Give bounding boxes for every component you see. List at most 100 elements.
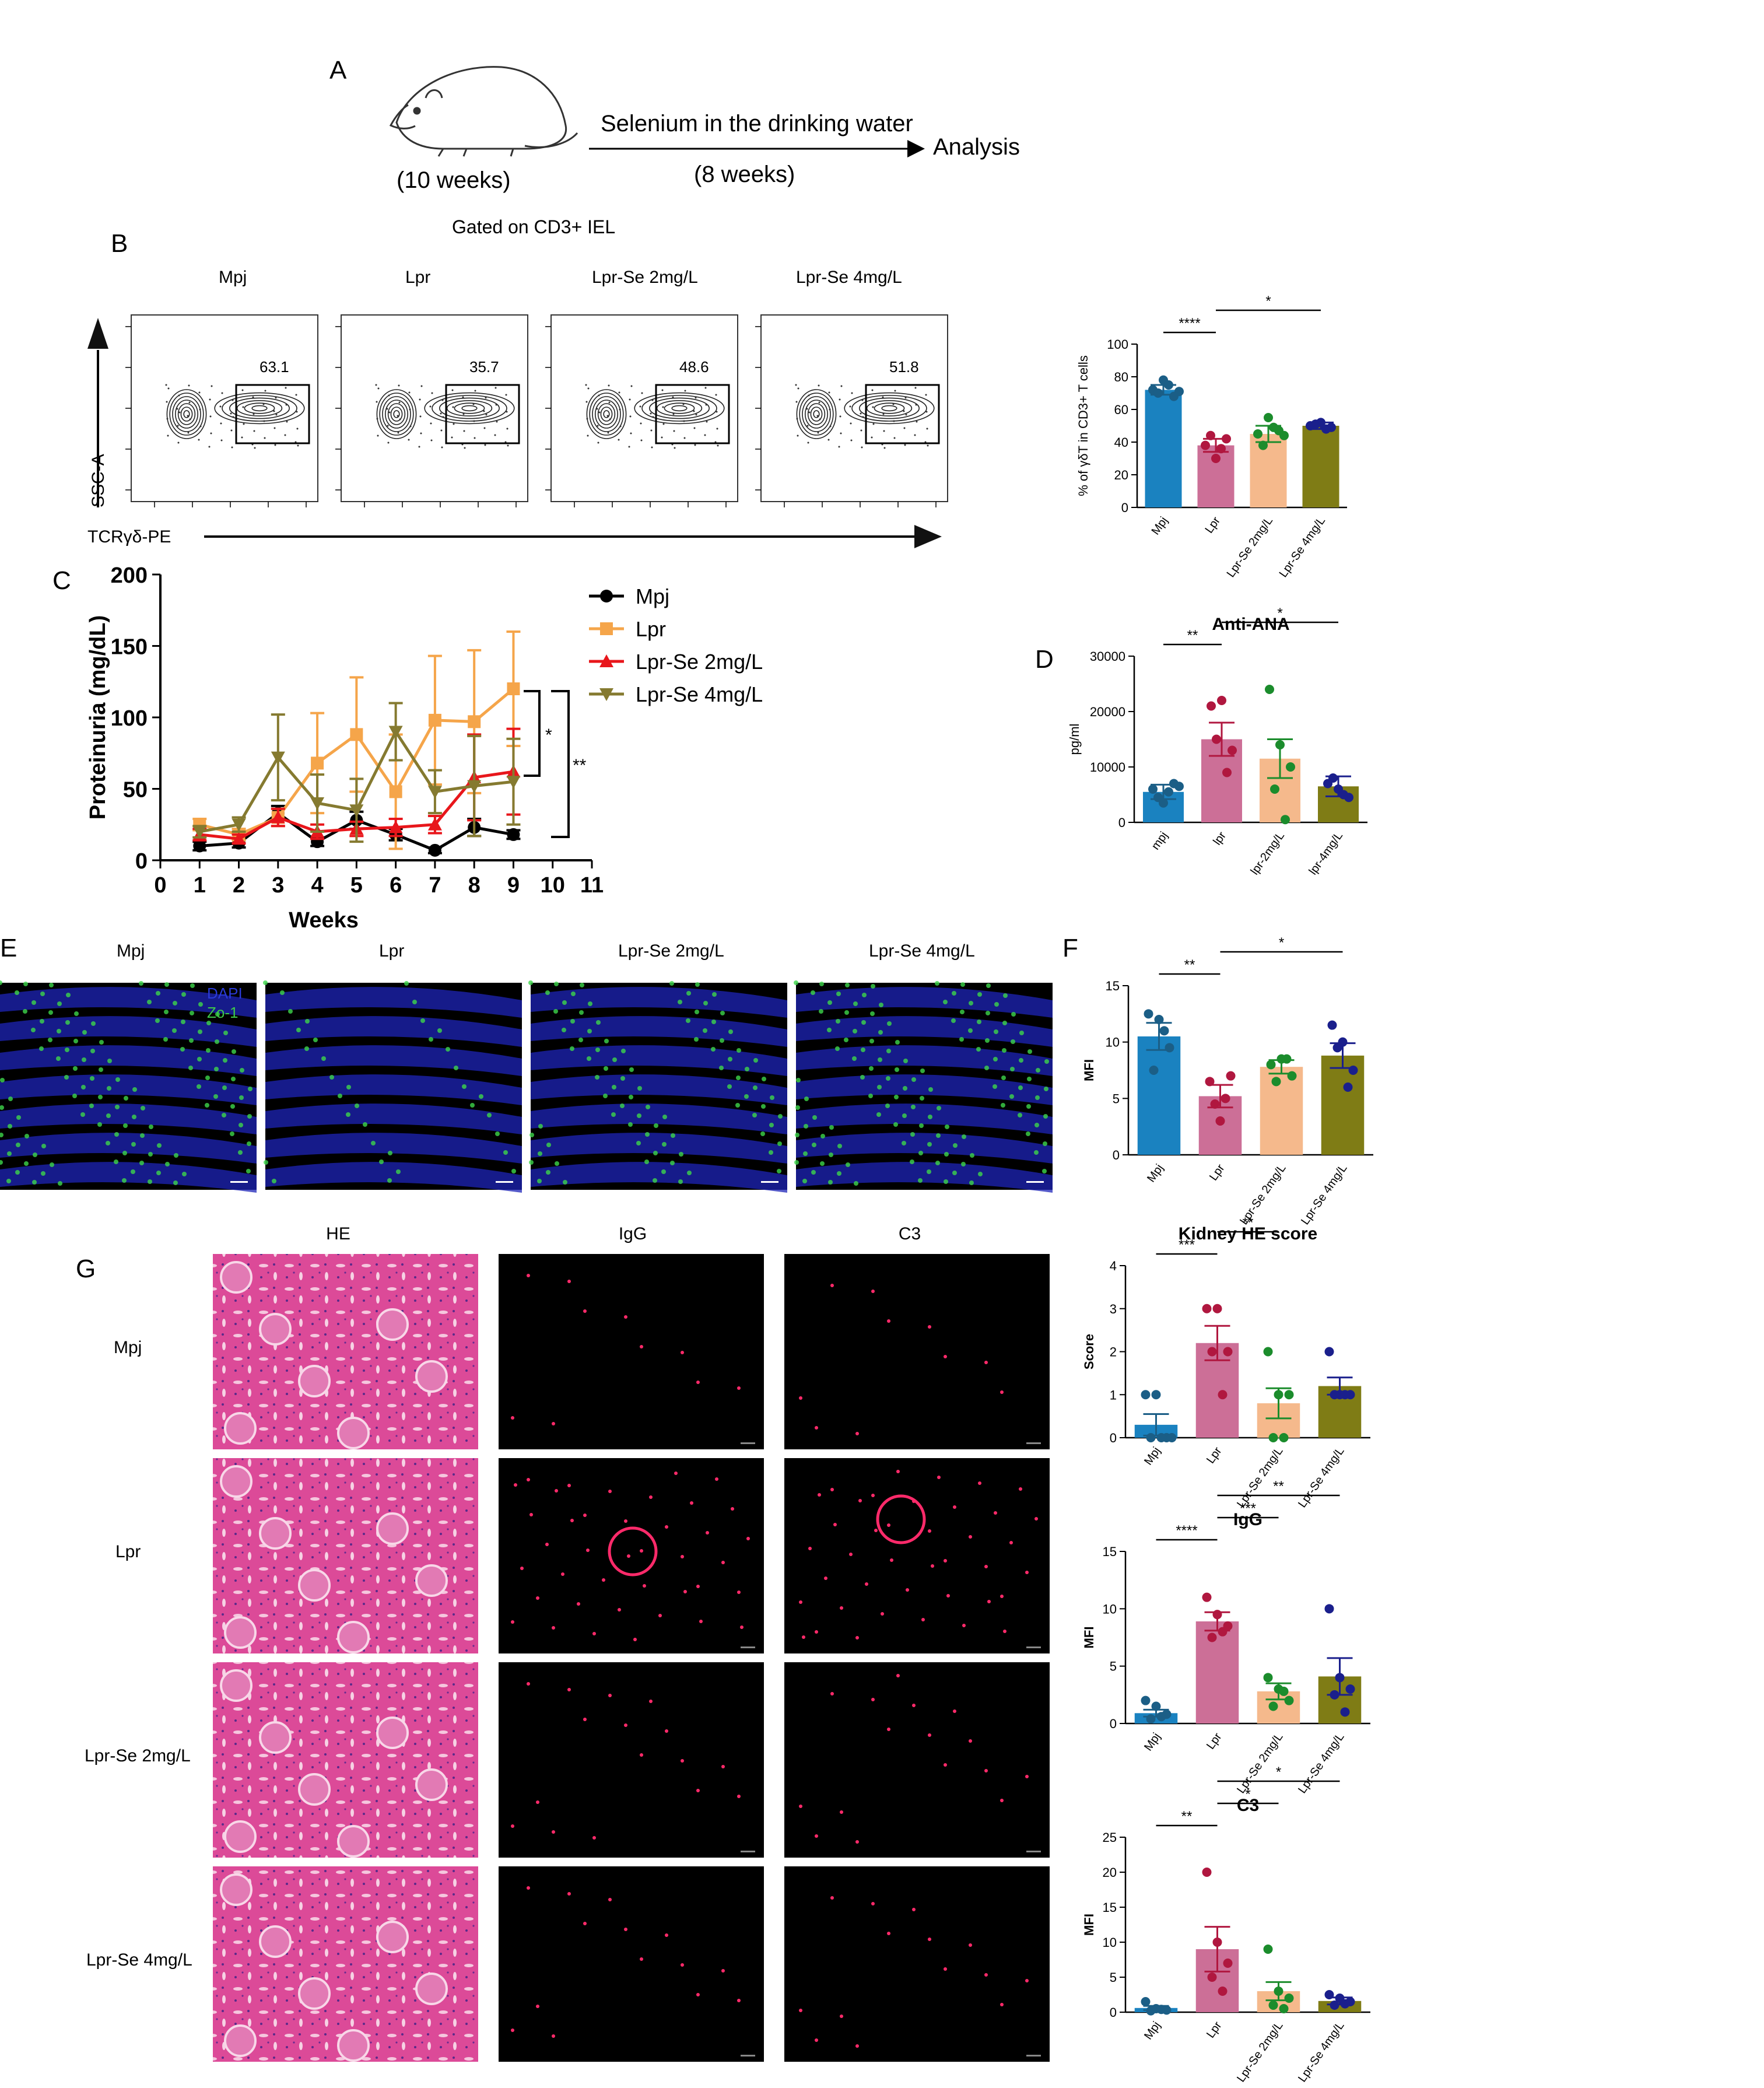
zo1-signal [993,1057,998,1061]
if-panel-2: Lpr-Se 2mg/L [528,941,787,1193]
event-dot [860,429,862,432]
zo1-signal [205,1075,210,1080]
event-dot [472,403,475,405]
data-point [1340,1390,1350,1400]
data-point [1268,1701,1278,1711]
gate-percentage: 48.6 [679,358,709,376]
scale-bar [496,1181,513,1183]
data-point [1269,422,1278,432]
zo1-signal [1009,1094,1014,1099]
significance-label: ** [1273,1479,1284,1494]
event-dot [273,410,275,412]
zo1-signal [644,1159,649,1164]
zo1-signal [222,1113,226,1117]
deposit-signal [984,1565,988,1568]
deposit-signal [665,1525,668,1529]
event-dot [904,444,906,446]
event-dot [241,436,243,439]
data-point [1348,1066,1358,1075]
zo1-signal [862,993,867,997]
data-point [1212,1610,1222,1620]
deposit-signal [984,1769,988,1772]
point-marker [599,688,613,701]
event-dot [483,410,485,412]
zo1-signal [213,1094,218,1099]
event-dot [377,387,380,390]
x-tick-label: Mpj [1142,2019,1163,2042]
event-dot [795,384,797,386]
zo1-signal [164,1010,169,1014]
glomerulus [337,2029,370,2062]
data-point [1279,430,1289,440]
deposit-signal [830,1896,834,1900]
zo1-signal [744,1094,749,1099]
event-dot [828,391,830,394]
data-point [1327,1020,1337,1030]
zo1-signal [861,1020,866,1025]
event-dot [211,385,213,387]
zo1-signal [321,1056,326,1061]
zo1-signal [662,1142,667,1147]
zo1-signal [239,1123,243,1127]
x-tick-label: Lpr-Se 4mg/L [1277,514,1328,580]
flow-plot-group-label: Lpr-Se 4mg/L [796,268,902,287]
zo1-signal [41,1144,46,1148]
he-image [213,1866,478,2062]
deposit-signal [984,1973,988,1977]
data-point [1340,1999,1350,2009]
event-dot [839,398,841,401]
data-point [1146,1714,1156,1724]
deposit-signal [887,1319,890,1323]
event-dot [618,391,620,394]
deposit-signal [618,1608,621,1611]
zo1-signal [82,1057,86,1062]
zo1-signal [31,1000,36,1005]
zo1-signal [753,1085,757,1090]
zo1-signal [827,1028,832,1032]
deposit-signal [1025,1571,1029,1574]
zo1-signal [173,1180,178,1185]
event-dot [208,446,211,448]
y-tick-label: 150 [111,635,148,660]
glomerulus [224,1412,257,1445]
zo1-signal [803,1151,808,1156]
zo1-signal [74,1011,79,1016]
deposit-signal [931,1564,934,1568]
deposit-signal [674,1472,678,1475]
x-tick-label: Lpr-Se 4mg/L [1296,1730,1347,1796]
event-dot [860,412,862,415]
zo1-signal [686,991,691,996]
y-tick-label: 0 [1121,500,1128,515]
data-point [1216,444,1226,454]
zo1-signal [811,1170,816,1175]
event-dot [442,416,444,418]
zo1-signal [429,1037,433,1042]
flow-plot-3: Lpr-Se 4mg/L 51.8 [755,268,948,507]
dapi-band [796,1074,1053,1105]
zo1-signal [769,1150,773,1155]
zo1-signal [538,1124,543,1129]
scale-bar [1026,1646,1041,1648]
event-dot [252,396,254,398]
deposit-signal [1034,1517,1038,1521]
x-tick-label: 11 [580,873,604,898]
event-dot [672,413,675,415]
zo1-signal [50,1162,54,1167]
glomerulus [220,1465,252,1498]
zo1-signal [240,1068,244,1073]
event-dot [672,396,674,398]
zo1-signal [836,992,841,996]
zo1-signal [462,1084,467,1089]
deposit-signal [527,1682,530,1686]
zo1-signal [571,992,576,996]
data-point [1330,1390,1339,1400]
data-point [1146,2006,1156,2016]
event-dot [241,389,244,391]
zo1-signal [679,1152,683,1157]
flow-plot-frame [131,314,318,502]
zo1-signal [214,1067,219,1071]
deposit-signal [511,1824,514,1828]
data-point [1156,1433,1166,1442]
zo1-signal [123,1123,128,1128]
event-dot [166,401,168,403]
